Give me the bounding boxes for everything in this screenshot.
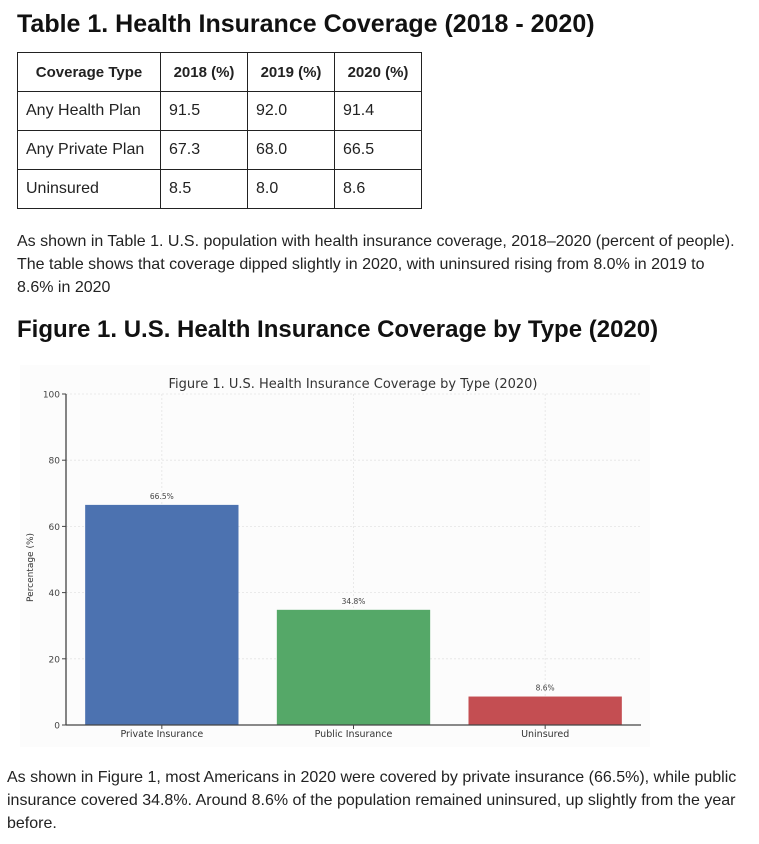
table-caption: As shown in Table 1. U.S. population wit…: [17, 233, 735, 296]
y-tick-label: 40: [49, 589, 61, 599]
header-2018: 2018 (%): [160, 52, 248, 92]
y-tick-label: 60: [49, 523, 61, 533]
cell-2019: 8.0: [247, 169, 335, 209]
table-row: Any Private Plan 67.3 68.0 66.5: [17, 130, 422, 170]
bar-chart: 0 20 40 60 80 100 Private Insurance Public Ins…: [20, 365, 650, 747]
data-labels: 66.5% 34.8% 8.6%: [150, 492, 555, 693]
table-title: Table 1. Health Insurance Coverage (2018…: [17, 10, 595, 38]
bars: [85, 504, 622, 725]
table-row: Uninsured 8.5 8.0 8.6: [17, 169, 422, 209]
header-coverage-type: Coverage Type: [17, 52, 161, 92]
cell-2018: 8.5: [160, 169, 248, 209]
cell-coverage-type: Any Private Plan: [17, 130, 161, 170]
cell-2018: 91.5: [160, 91, 248, 131]
y-axis-label: Percentage (%): [26, 533, 36, 602]
table-row: Any Health Plan 91.5 92.0 91.4: [17, 91, 422, 131]
table-header-row: Coverage Type 2018 (%) 2019 (%) 2020 (%): [17, 52, 422, 92]
coverage-table: Coverage Type 2018 (%) 2019 (%) 2020 (%)…: [17, 52, 422, 209]
chart-title: Figure 1. U.S. Health Insurance Coverage…: [169, 377, 538, 392]
bar-public-insurance: [276, 609, 431, 725]
figure-caption: As shown in Figure 1, most Americans in …: [7, 769, 737, 832]
bar-chart-svg: 0 20 40 60 80 100 Private Insurance Public Ins…: [26, 377, 641, 740]
cell-2020: 8.6: [334, 169, 422, 209]
data-label: 8.6%: [536, 684, 555, 693]
x-tick-label: Public Insurance: [315, 729, 393, 740]
header-2019: 2019 (%): [247, 52, 335, 92]
y-ticks: 0 20 40 60 80 100: [43, 391, 66, 732]
x-tick-label: Uninsured: [521, 729, 569, 740]
x-tick-label: Private Insurance: [120, 729, 203, 740]
cell-2019: 68.0: [247, 130, 335, 170]
y-tick-label: 20: [49, 655, 61, 665]
cell-coverage-type: Any Health Plan: [17, 91, 161, 131]
cell-2018: 67.3: [160, 130, 248, 170]
bar-private-insurance: [85, 504, 239, 725]
data-label: 66.5%: [150, 492, 174, 501]
figure-title: Figure 1. U.S. Health Insurance Coverage…: [17, 316, 659, 343]
cell-2019: 92.0: [247, 91, 335, 131]
y-tick-label: 100: [43, 391, 60, 401]
data-label: 34.8%: [342, 597, 366, 606]
cell-coverage-type: Uninsured: [17, 169, 161, 209]
header-2020: 2020 (%): [334, 52, 422, 92]
y-tick-label: 0: [54, 722, 60, 732]
bar-uninsured: [468, 696, 622, 725]
x-ticks: Private Insurance Public Insurance Uninsur…: [120, 725, 569, 740]
cell-2020: 91.4: [334, 91, 422, 131]
cell-2020: 66.5: [334, 130, 422, 170]
y-tick-label: 80: [49, 457, 61, 467]
